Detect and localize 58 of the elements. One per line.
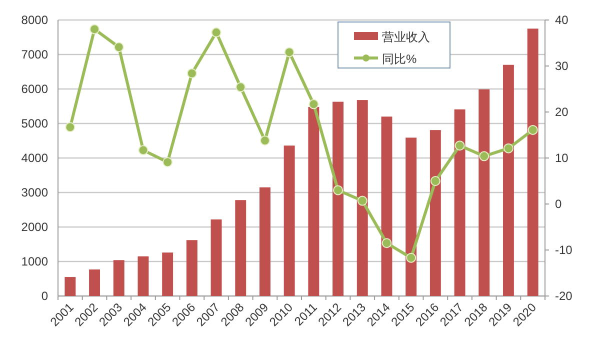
bar xyxy=(113,260,124,296)
point xyxy=(138,145,148,156)
bar xyxy=(162,252,174,296)
point xyxy=(114,42,124,52)
bar xyxy=(64,277,76,296)
point xyxy=(65,122,76,132)
y2-tick-label: 20 xyxy=(555,105,569,119)
y-tick-label: 2000 xyxy=(21,220,48,234)
y-tick-label: 5000 xyxy=(21,116,48,130)
y2-tick-label: -20 xyxy=(555,289,573,303)
y-tick-label: 0 xyxy=(41,289,48,303)
point xyxy=(528,124,538,135)
point xyxy=(503,143,514,154)
bar xyxy=(356,100,368,296)
bar xyxy=(284,146,295,296)
bar xyxy=(478,89,490,296)
bar xyxy=(430,130,441,296)
y-tick-label: 3000 xyxy=(21,186,48,200)
point xyxy=(308,99,319,110)
point xyxy=(333,185,344,196)
legend-label: 营业收入 xyxy=(382,30,430,44)
y-tick-label: 7000 xyxy=(21,48,48,62)
point xyxy=(479,151,490,162)
bar xyxy=(308,106,320,296)
point xyxy=(211,27,222,38)
bar xyxy=(454,109,466,296)
y2-tick-label: 0 xyxy=(555,197,562,211)
point xyxy=(236,82,246,92)
point xyxy=(406,252,416,263)
y-tick-label: 8000 xyxy=(21,13,48,27)
y2-tick-label: 10 xyxy=(555,151,569,165)
point xyxy=(260,136,270,146)
bar xyxy=(259,187,270,296)
y2-tick-label: 30 xyxy=(555,59,569,73)
y2-tick-label: 40 xyxy=(555,13,569,27)
y-tick-label: 4000 xyxy=(21,151,48,165)
y-tick-label: 6000 xyxy=(21,82,48,96)
bar xyxy=(381,116,392,296)
bar xyxy=(89,269,100,296)
y2-tick-label: -10 xyxy=(555,243,573,257)
bar xyxy=(138,256,149,296)
bar xyxy=(527,28,538,296)
point xyxy=(357,196,368,206)
bar xyxy=(186,240,198,296)
bar xyxy=(332,102,344,296)
point xyxy=(162,157,173,168)
point xyxy=(382,238,392,248)
point xyxy=(454,140,465,151)
point xyxy=(90,24,100,34)
bar xyxy=(406,138,417,296)
bar xyxy=(235,200,246,296)
point xyxy=(186,68,197,78)
bar xyxy=(210,219,222,296)
point xyxy=(430,176,440,186)
legend-label: 同比% xyxy=(382,52,417,66)
y-tick-label: 1000 xyxy=(21,254,48,268)
bar xyxy=(502,64,514,296)
point xyxy=(284,47,294,58)
